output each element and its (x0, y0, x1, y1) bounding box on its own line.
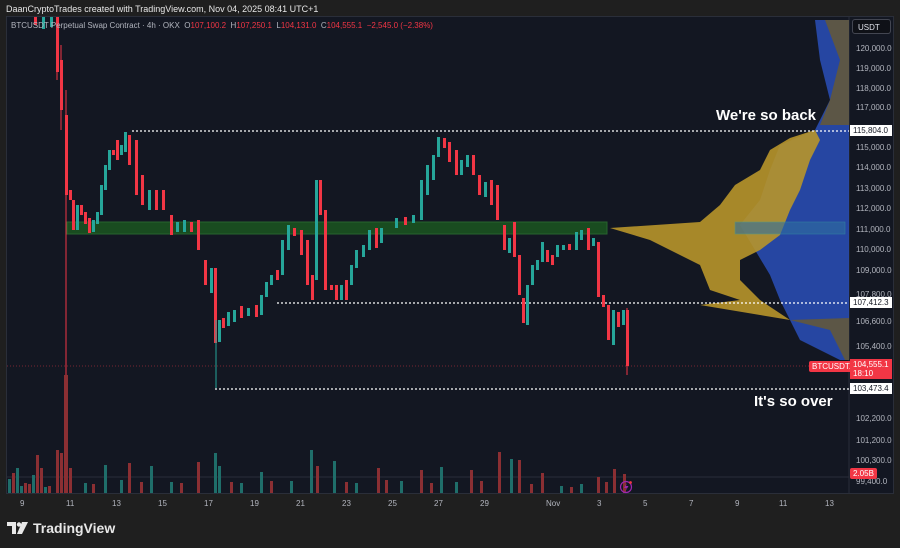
time-tick: Nov (546, 499, 561, 508)
ohlc-low: 104,131.0 (280, 21, 317, 30)
last-price: 104,555.1 (853, 360, 889, 369)
volume-profile (610, 20, 849, 360)
time-tick: 23 (342, 499, 351, 508)
time-tick: 3 (597, 499, 602, 508)
candlesticks (34, 17, 629, 470)
price-tick: 117,000.0 (856, 103, 891, 112)
flash-alert-icon[interactable] (619, 480, 633, 494)
price-tick: 105,400.0 (856, 342, 892, 351)
time-tick: 9 (735, 499, 740, 508)
price-tick: 99,400.0 (856, 477, 888, 486)
time-tick: 9 (20, 499, 25, 508)
level-high-tag: 115,804.0 (850, 125, 892, 136)
brand-name: TradingView (33, 520, 116, 536)
price-tick: 118,000.0 (856, 84, 891, 93)
price-tick: 113,000.0 (856, 184, 891, 193)
time-tick: 13 (825, 499, 834, 508)
symbol-name: BTCUSDT Perpetual Swap Contract · 4h · O… (11, 21, 180, 30)
time-tick: 15 (158, 499, 167, 508)
tradingview-brand[interactable]: TradingView (7, 520, 115, 536)
price-tick: 115,000.0 (856, 143, 891, 152)
ohlc-close: 104,555.1 (326, 21, 363, 30)
time-tick: 21 (296, 499, 305, 508)
time-tick: 13 (112, 499, 121, 508)
price-tick: 109,000.0 (856, 266, 892, 275)
ohlc-high: 107,250.1 (236, 21, 272, 30)
symbol-tag: BTCUSDT.P (809, 361, 860, 372)
last-price-tag: 104,555.1 18:10 (850, 359, 892, 379)
price-tick: 120,000.0 (856, 44, 892, 53)
chart-caption: DaanCryptoTrades created with TradingVie… (6, 4, 319, 14)
price-tick: 114,000.0 (856, 163, 891, 172)
ohlc-open: 107,100.2 (190, 21, 227, 30)
time-tick: 27 (434, 499, 443, 508)
volume-tag: 2.05B (850, 468, 877, 479)
time-tick: 17 (204, 499, 213, 508)
time-tick: 7 (689, 499, 694, 508)
time-tick: 29 (480, 499, 489, 508)
level-mid-tag: 107,412.3 (850, 297, 892, 308)
time-tick: 5 (643, 499, 648, 508)
price-tick: 112,000.0 (856, 204, 891, 213)
volume-bars (8, 375, 626, 493)
value-area-zone (66, 221, 608, 235)
price-tick: 119,000.0 (856, 64, 891, 73)
time-tick: 25 (388, 499, 397, 508)
price-tick: 107,800.0 (856, 290, 892, 299)
time-tick: 11 (66, 499, 75, 508)
price-tick: 102,200.0 (856, 414, 892, 423)
bar-countdown: 18:10 (853, 369, 874, 378)
symbol-legend: BTCUSDT Perpetual Swap Contract · 4h · O… (11, 21, 433, 30)
time-tick: 19 (250, 499, 259, 508)
price-tick: 111,000.0 (856, 225, 891, 234)
currency-unit-button[interactable]: USDT (852, 19, 891, 34)
price-tick: 100,300.0 (856, 456, 892, 465)
price-tick: 110,000.0 (856, 245, 891, 254)
price-tick: 101,200.0 (856, 436, 892, 445)
price-tick: 106,600.0 (856, 317, 892, 326)
annotation-bottom: It's so over (754, 393, 833, 410)
level-low-tag: 103,473.4 (850, 383, 892, 394)
ohlc-change: −2,545.0 (−2.38%) (366, 21, 433, 30)
annotation-top: We're so back (716, 107, 817, 124)
tradingview-logo-icon (7, 522, 28, 534)
time-tick: 11 (779, 499, 788, 508)
